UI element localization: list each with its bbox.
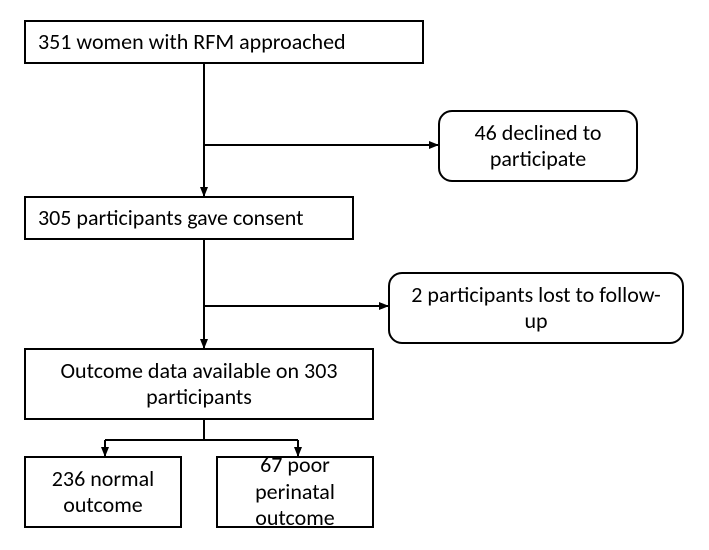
node-normal-outcome-label: 236 normal outcome: [38, 466, 168, 519]
node-approached: 351 women with RFM approached: [24, 20, 424, 64]
flowchart-canvas: 351 women with RFM approached 46 decline…: [0, 0, 709, 550]
node-declined: 46 declined to participate: [438, 110, 638, 182]
node-poor-outcome: 67 poor perinatal outcome: [216, 456, 374, 528]
node-approached-label: 351 women with RFM approached: [38, 29, 346, 55]
node-declined-label: 46 declined to participate: [452, 120, 624, 173]
node-consent-label: 305 participants gave consent: [38, 205, 304, 231]
node-outcome-available: Outcome data available on 303 participan…: [24, 348, 374, 420]
node-normal-outcome: 236 normal outcome: [24, 456, 182, 528]
node-lost-label: 2 participants lost to follow-up: [402, 282, 670, 335]
node-outcome-available-label: Outcome data available on 303 participan…: [38, 358, 360, 411]
node-lost: 2 participants lost to follow-up: [388, 272, 684, 344]
node-poor-outcome-label: 67 poor perinatal outcome: [230, 452, 360, 531]
node-consent: 305 participants gave consent: [24, 196, 354, 240]
